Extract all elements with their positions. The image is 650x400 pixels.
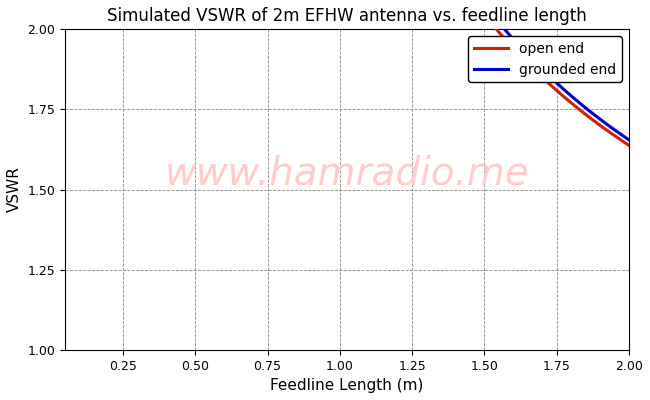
open end [268,20,276,25]
open end [478,20,486,25]
Text: www.hamradio.me: www.hamradio.me [165,154,529,192]
Line: open end: open end [51,23,629,146]
Title: Simulated VSWR of 2m EFHW antenna vs. feedline length: Simulated VSWR of 2m EFHW antenna vs. fe… [107,7,587,25]
grounded end [625,138,633,142]
open end [394,20,402,25]
Legend: open end, grounded end: open end, grounded end [468,36,622,82]
open end [423,20,431,25]
X-axis label: Feedline Length (m): Feedline Length (m) [270,378,424,393]
open end [47,20,55,25]
open end [152,20,160,25]
Y-axis label: VSWR: VSWR [7,166,22,212]
grounded end [394,20,402,25]
grounded end [268,20,276,25]
open end [523,59,530,64]
grounded end [478,20,486,25]
grounded end [152,20,160,25]
Line: grounded end: grounded end [51,23,629,140]
grounded end [47,20,55,25]
open end [625,143,633,148]
grounded end [523,51,530,56]
grounded end [423,20,431,25]
